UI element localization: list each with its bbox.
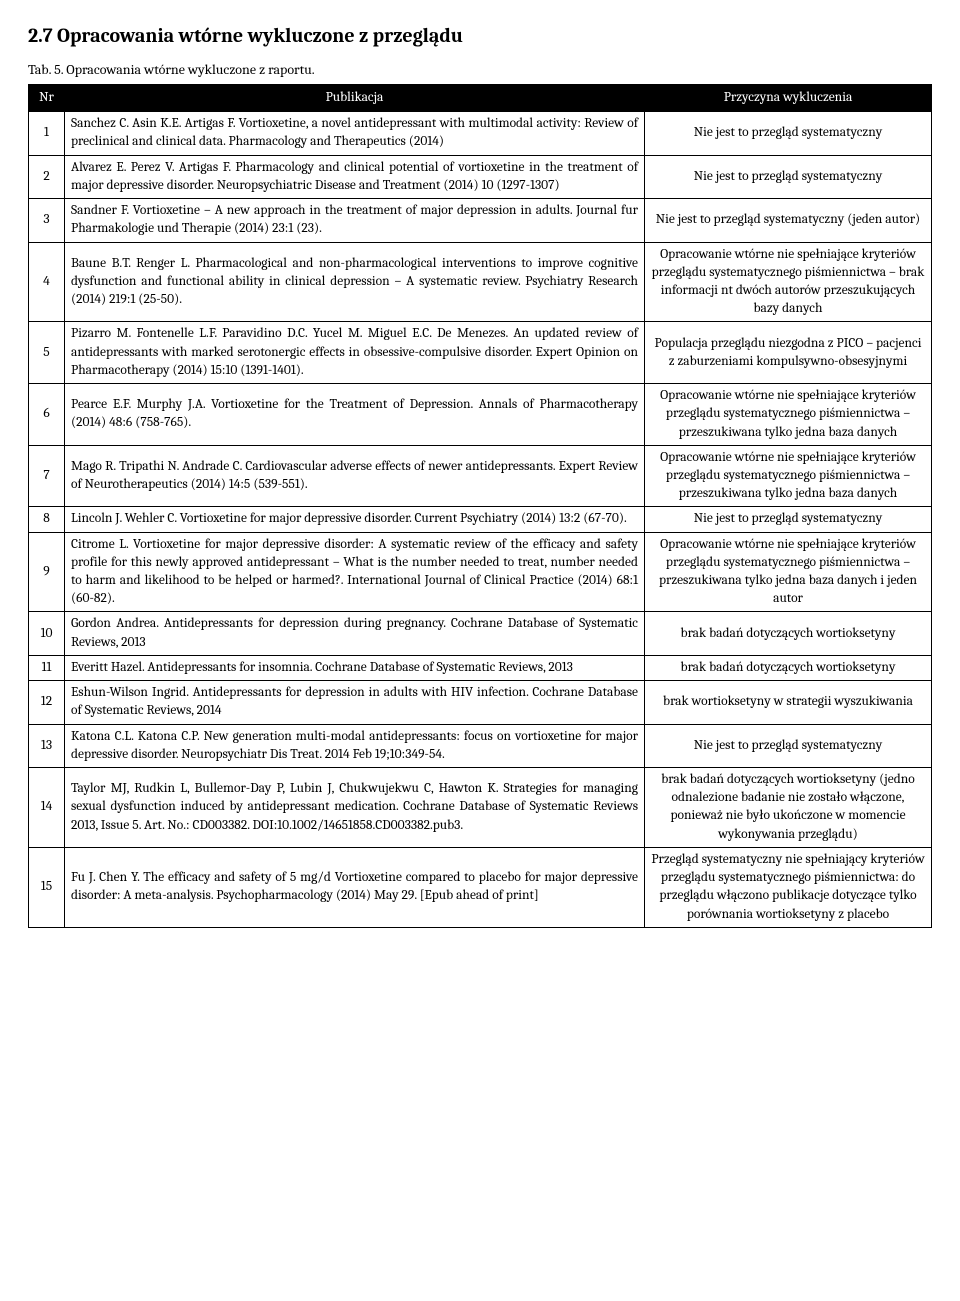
cell-reason: Nie jest to przegląd systematyczny (645, 724, 932, 767)
cell-publication: Lincoln J. Wehler C. Vortioxetine for ma… (65, 507, 645, 532)
cell-publication: Gordon Andrea. Antidepressants for depre… (65, 612, 645, 655)
cell-reason: Nie jest to przegląd systematyczny (jede… (645, 199, 932, 242)
cell-publication: Mago R. Tripathi N. Andrade C. Cardiovas… (65, 445, 645, 507)
cell-nr: 4 (29, 242, 65, 322)
cell-nr: 10 (29, 612, 65, 655)
table-row: 10Gordon Andrea. Antidepressants for dep… (29, 612, 932, 655)
table-row: 2Alvarez E. Perez V. Artigas F. Pharmaco… (29, 155, 932, 198)
table-row: 12Eshun-Wilson Ingrid. Antidepressants f… (29, 681, 932, 724)
cell-reason: brak badań dotyczących wortioksetyny (645, 655, 932, 680)
cell-reason: brak badań dotyczących wortioksetyny (je… (645, 768, 932, 848)
cell-publication: Pizarro M. Fontenelle L.F. Paravidino D.… (65, 322, 645, 384)
cell-nr: 14 (29, 768, 65, 848)
cell-nr: 8 (29, 507, 65, 532)
table-row: 4Baune B.T. Renger L. Pharmacological an… (29, 242, 932, 322)
cell-nr: 6 (29, 384, 65, 446)
cell-nr: 3 (29, 199, 65, 242)
cell-nr: 15 (29, 847, 65, 927)
table-row: 8Lincoln J. Wehler C. Vortioxetine for m… (29, 507, 932, 532)
cell-publication: Baune B.T. Renger L. Pharmacological and… (65, 242, 645, 322)
cell-nr: 7 (29, 445, 65, 507)
cell-nr: 1 (29, 112, 65, 155)
cell-reason: Opracowanie wtórne nie spełniające kryte… (645, 242, 932, 322)
cell-reason: Opracowanie wtórne nie spełniające kryte… (645, 532, 932, 612)
col-reason: Przyczyna wykluczenia (645, 85, 932, 112)
cell-reason: Populacja przeglądu niezgodna z PICO – p… (645, 322, 932, 384)
cell-reason: Przegląd systematyczny nie spełniający k… (645, 847, 932, 927)
cell-nr: 11 (29, 655, 65, 680)
cell-publication: Katona C.L. Katona C.P. New generation m… (65, 724, 645, 767)
cell-nr: 5 (29, 322, 65, 384)
table-caption: Tab. 5. Opracowania wtórne wykluczone z … (28, 61, 932, 78)
cell-reason: Opracowanie wtórne nie spełniające kryte… (645, 384, 932, 446)
exclusion-table: Nr Publikacja Przyczyna wykluczenia 1San… (28, 84, 932, 928)
cell-publication: Taylor MJ, Rudkin L, Bullemor-Day P, Lub… (65, 768, 645, 848)
cell-reason: Nie jest to przegląd systematyczny (645, 507, 932, 532)
cell-publication: Eshun-Wilson Ingrid. Antidepressants for… (65, 681, 645, 724)
cell-reason: Nie jest to przegląd systematyczny (645, 112, 932, 155)
col-publication: Publikacja (65, 85, 645, 112)
cell-publication: Fu J. Chen Y. The efficacy and safety of… (65, 847, 645, 927)
cell-reason: Nie jest to przegląd systematyczny (645, 155, 932, 198)
table-row: 7Mago R. Tripathi N. Andrade C. Cardiova… (29, 445, 932, 507)
table-row: 6Pearce E.F. Murphy J.A. Vortioxetine fo… (29, 384, 932, 446)
cell-nr: 2 (29, 155, 65, 198)
cell-reason: brak badań dotyczących wortioksetyny (645, 612, 932, 655)
table-row: 14Taylor MJ, Rudkin L, Bullemor-Day P, L… (29, 768, 932, 848)
cell-nr: 13 (29, 724, 65, 767)
cell-publication: Sandner F. Vortioxetine – A new approach… (65, 199, 645, 242)
cell-reason: brak wortioksetyny w strategii wyszukiwa… (645, 681, 932, 724)
cell-nr: 12 (29, 681, 65, 724)
cell-publication: Sanchez C. Asin K.E. Artigas F. Vortioxe… (65, 112, 645, 155)
table-row: 1Sanchez C. Asin K.E. Artigas F. Vortiox… (29, 112, 932, 155)
cell-publication: Everitt Hazel. Antidepressants for insom… (65, 655, 645, 680)
col-nr: Nr (29, 85, 65, 112)
table-row: 11Everitt Hazel. Antidepressants for ins… (29, 655, 932, 680)
table-row: 5Pizarro M. Fontenelle L.F. Paravidino D… (29, 322, 932, 384)
table-row: 13Katona C.L. Katona C.P. New generation… (29, 724, 932, 767)
table-row: 15Fu J. Chen Y. The efficacy and safety … (29, 847, 932, 927)
cell-publication: Pearce E.F. Murphy J.A. Vortioxetine for… (65, 384, 645, 446)
cell-nr: 9 (29, 532, 65, 612)
table-row: 3Sandner F. Vortioxetine – A new approac… (29, 199, 932, 242)
table-row: 9Citrome L. Vortioxetine for major depre… (29, 532, 932, 612)
table-header-row: Nr Publikacja Przyczyna wykluczenia (29, 85, 932, 112)
cell-publication: Citrome L. Vortioxetine for major depres… (65, 532, 645, 612)
cell-publication: Alvarez E. Perez V. Artigas F. Pharmacol… (65, 155, 645, 198)
cell-reason: Opracowanie wtórne nie spełniające kryte… (645, 445, 932, 507)
section-heading: 2.7 Opracowania wtórne wykluczone z prze… (28, 24, 932, 47)
